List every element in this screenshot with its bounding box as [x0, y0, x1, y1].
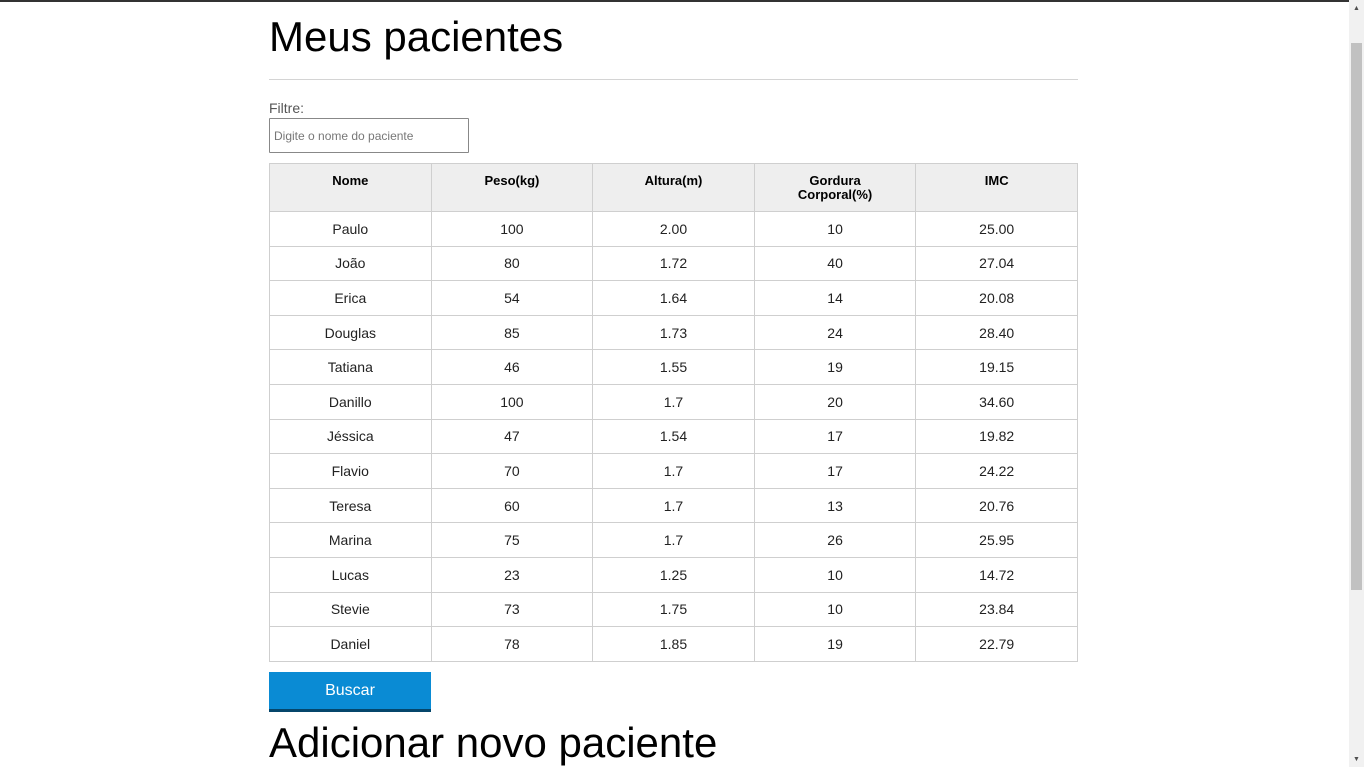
table-row[interactable]: Teresa 60 1.7 13 20.76 — [269, 487, 1078, 524]
window-top-border — [0, 0, 1349, 2]
cell-gordura: 19 — [753, 626, 917, 662]
column-header-gordura[interactable]: Gordura Corporal(%) — [753, 163, 917, 212]
cell-imc: 25.95 — [915, 522, 1078, 558]
cell-imc: 20.76 — [915, 487, 1078, 524]
cell-altura: 1.72 — [592, 245, 755, 282]
cell-altura: 1.64 — [592, 280, 755, 316]
cell-gordura: 17 — [753, 453, 917, 489]
table-row[interactable]: Erica 54 1.64 14 20.08 — [269, 280, 1078, 316]
cell-peso: 85 — [430, 314, 594, 351]
cell-imc: 23.84 — [915, 591, 1078, 628]
cell-peso: 80 — [430, 245, 594, 282]
cell-altura: 1.55 — [592, 349, 755, 385]
cell-nome: Daniel — [269, 626, 432, 662]
cell-altura: 1.7 — [592, 487, 755, 524]
title-divider — [269, 79, 1078, 80]
cell-nome: Jéssica — [269, 418, 432, 455]
cell-peso: 78 — [430, 626, 594, 662]
table-row[interactable]: Marina 75 1.7 26 25.95 — [269, 522, 1078, 558]
cell-peso: 46 — [430, 349, 594, 385]
cell-peso: 100 — [430, 383, 594, 420]
cell-nome: Marina — [269, 522, 432, 558]
cell-imc: 19.82 — [915, 418, 1078, 455]
column-header-altura[interactable]: Altura(m) — [592, 163, 755, 212]
column-header-nome[interactable]: Nome — [269, 163, 432, 212]
cell-imc: 28.40 — [915, 314, 1078, 351]
cell-altura: 1.73 — [592, 314, 755, 351]
scrollbar-thumb[interactable] — [1351, 43, 1362, 590]
table-row[interactable]: Douglas 85 1.73 24 28.40 — [269, 314, 1078, 351]
cell-altura: 1.54 — [592, 418, 755, 455]
table-row[interactable]: Daniel 78 1.85 19 22.79 — [269, 626, 1078, 662]
cell-altura: 1.7 — [592, 383, 755, 420]
cell-imc: 34.60 — [915, 383, 1078, 420]
cell-gordura: 20 — [753, 383, 917, 420]
cell-imc: 20.08 — [915, 280, 1078, 316]
cell-nome: Douglas — [269, 314, 432, 351]
table-header-row: Nome Peso(kg) Altura(m) Gordura Corporal… — [269, 163, 1078, 212]
column-header-imc[interactable]: IMC — [915, 163, 1078, 212]
cell-imc: 19.15 — [915, 349, 1078, 385]
cell-nome: Paulo — [269, 211, 432, 247]
patients-table-body: Paulo 100 2.00 10 25.00 João 80 1.72 40 27.04 Eric… — [269, 211, 1078, 662]
cell-nome: Teresa — [269, 487, 432, 524]
cell-altura: 1.75 — [592, 591, 755, 628]
search-button[interactable]: Buscar — [269, 672, 431, 712]
vertical-scrollbar[interactable]: ▲ ▼ — [1349, 0, 1364, 767]
cell-gordura: 10 — [753, 556, 917, 593]
table-row[interactable]: Tatiana 46 1.55 19 19.15 — [269, 349, 1078, 385]
scroll-up-arrow-icon[interactable]: ▲ — [1353, 4, 1360, 12]
table-row[interactable]: Stevie 73 1.75 10 23.84 — [269, 591, 1078, 628]
page-title: Meus pacientes — [269, 13, 564, 60]
cell-nome: João — [269, 245, 432, 282]
cell-altura: 1.7 — [592, 453, 755, 489]
cell-gordura: 14 — [753, 280, 917, 316]
table-row[interactable]: Lucas 23 1.25 10 14.72 — [269, 556, 1078, 593]
cell-nome: Danillo — [269, 383, 432, 420]
cell-altura: 1.85 — [592, 626, 755, 662]
cell-gordura: 17 — [753, 418, 917, 455]
cell-peso: 23 — [430, 556, 594, 593]
cell-imc: 25.00 — [915, 211, 1078, 247]
cell-gordura: 26 — [753, 522, 917, 558]
cell-peso: 47 — [430, 418, 594, 455]
cell-gordura: 19 — [753, 349, 917, 385]
scroll-down-arrow-icon[interactable]: ▼ — [1353, 755, 1360, 763]
cell-altura: 1.25 — [592, 556, 755, 593]
cell-nome: Lucas — [269, 556, 432, 593]
cell-imc: 27.04 — [915, 245, 1078, 282]
table-row[interactable]: João 80 1.72 40 27.04 — [269, 245, 1078, 282]
column-header-peso[interactable]: Peso(kg) — [430, 163, 594, 212]
cell-peso: 73 — [430, 591, 594, 628]
cell-altura: 1.7 — [592, 522, 755, 558]
table-row[interactable]: Flavio 70 1.7 17 24.22 — [269, 453, 1078, 489]
cell-nome: Tatiana — [269, 349, 432, 385]
cell-gordura: 24 — [753, 314, 917, 351]
column-header-gordura-label: Gordura Corporal(%) — [797, 173, 873, 202]
cell-nome: Flavio — [269, 453, 432, 489]
table-row[interactable]: Danillo 100 1.7 20 34.60 — [269, 383, 1078, 420]
cell-peso: 100 — [430, 211, 594, 247]
cell-peso: 54 — [430, 280, 594, 316]
cell-gordura: 10 — [753, 211, 917, 247]
cell-imc: 24.22 — [915, 453, 1078, 489]
cell-gordura: 13 — [753, 487, 917, 524]
cell-peso: 60 — [430, 487, 594, 524]
filter-input[interactable] — [269, 118, 469, 153]
table-row[interactable]: Jéssica 47 1.54 17 19.82 — [269, 418, 1078, 455]
cell-gordura: 10 — [753, 591, 917, 628]
cell-nome: Stevie — [269, 591, 432, 628]
cell-altura: 2.00 — [592, 211, 755, 247]
patients-table: Nome Peso(kg) Altura(m) Gordura Corporal… — [269, 163, 1078, 662]
filter-label: Filtre: — [269, 100, 304, 116]
table-row[interactable]: Paulo 100 2.00 10 25.00 — [269, 211, 1078, 247]
cell-imc: 22.79 — [915, 626, 1078, 662]
add-patient-title: Adicionar novo paciente — [269, 719, 718, 766]
cell-gordura: 40 — [753, 245, 917, 282]
cell-peso: 75 — [430, 522, 594, 558]
cell-imc: 14.72 — [915, 556, 1078, 593]
cell-peso: 70 — [430, 453, 594, 489]
cell-nome: Erica — [269, 280, 432, 316]
